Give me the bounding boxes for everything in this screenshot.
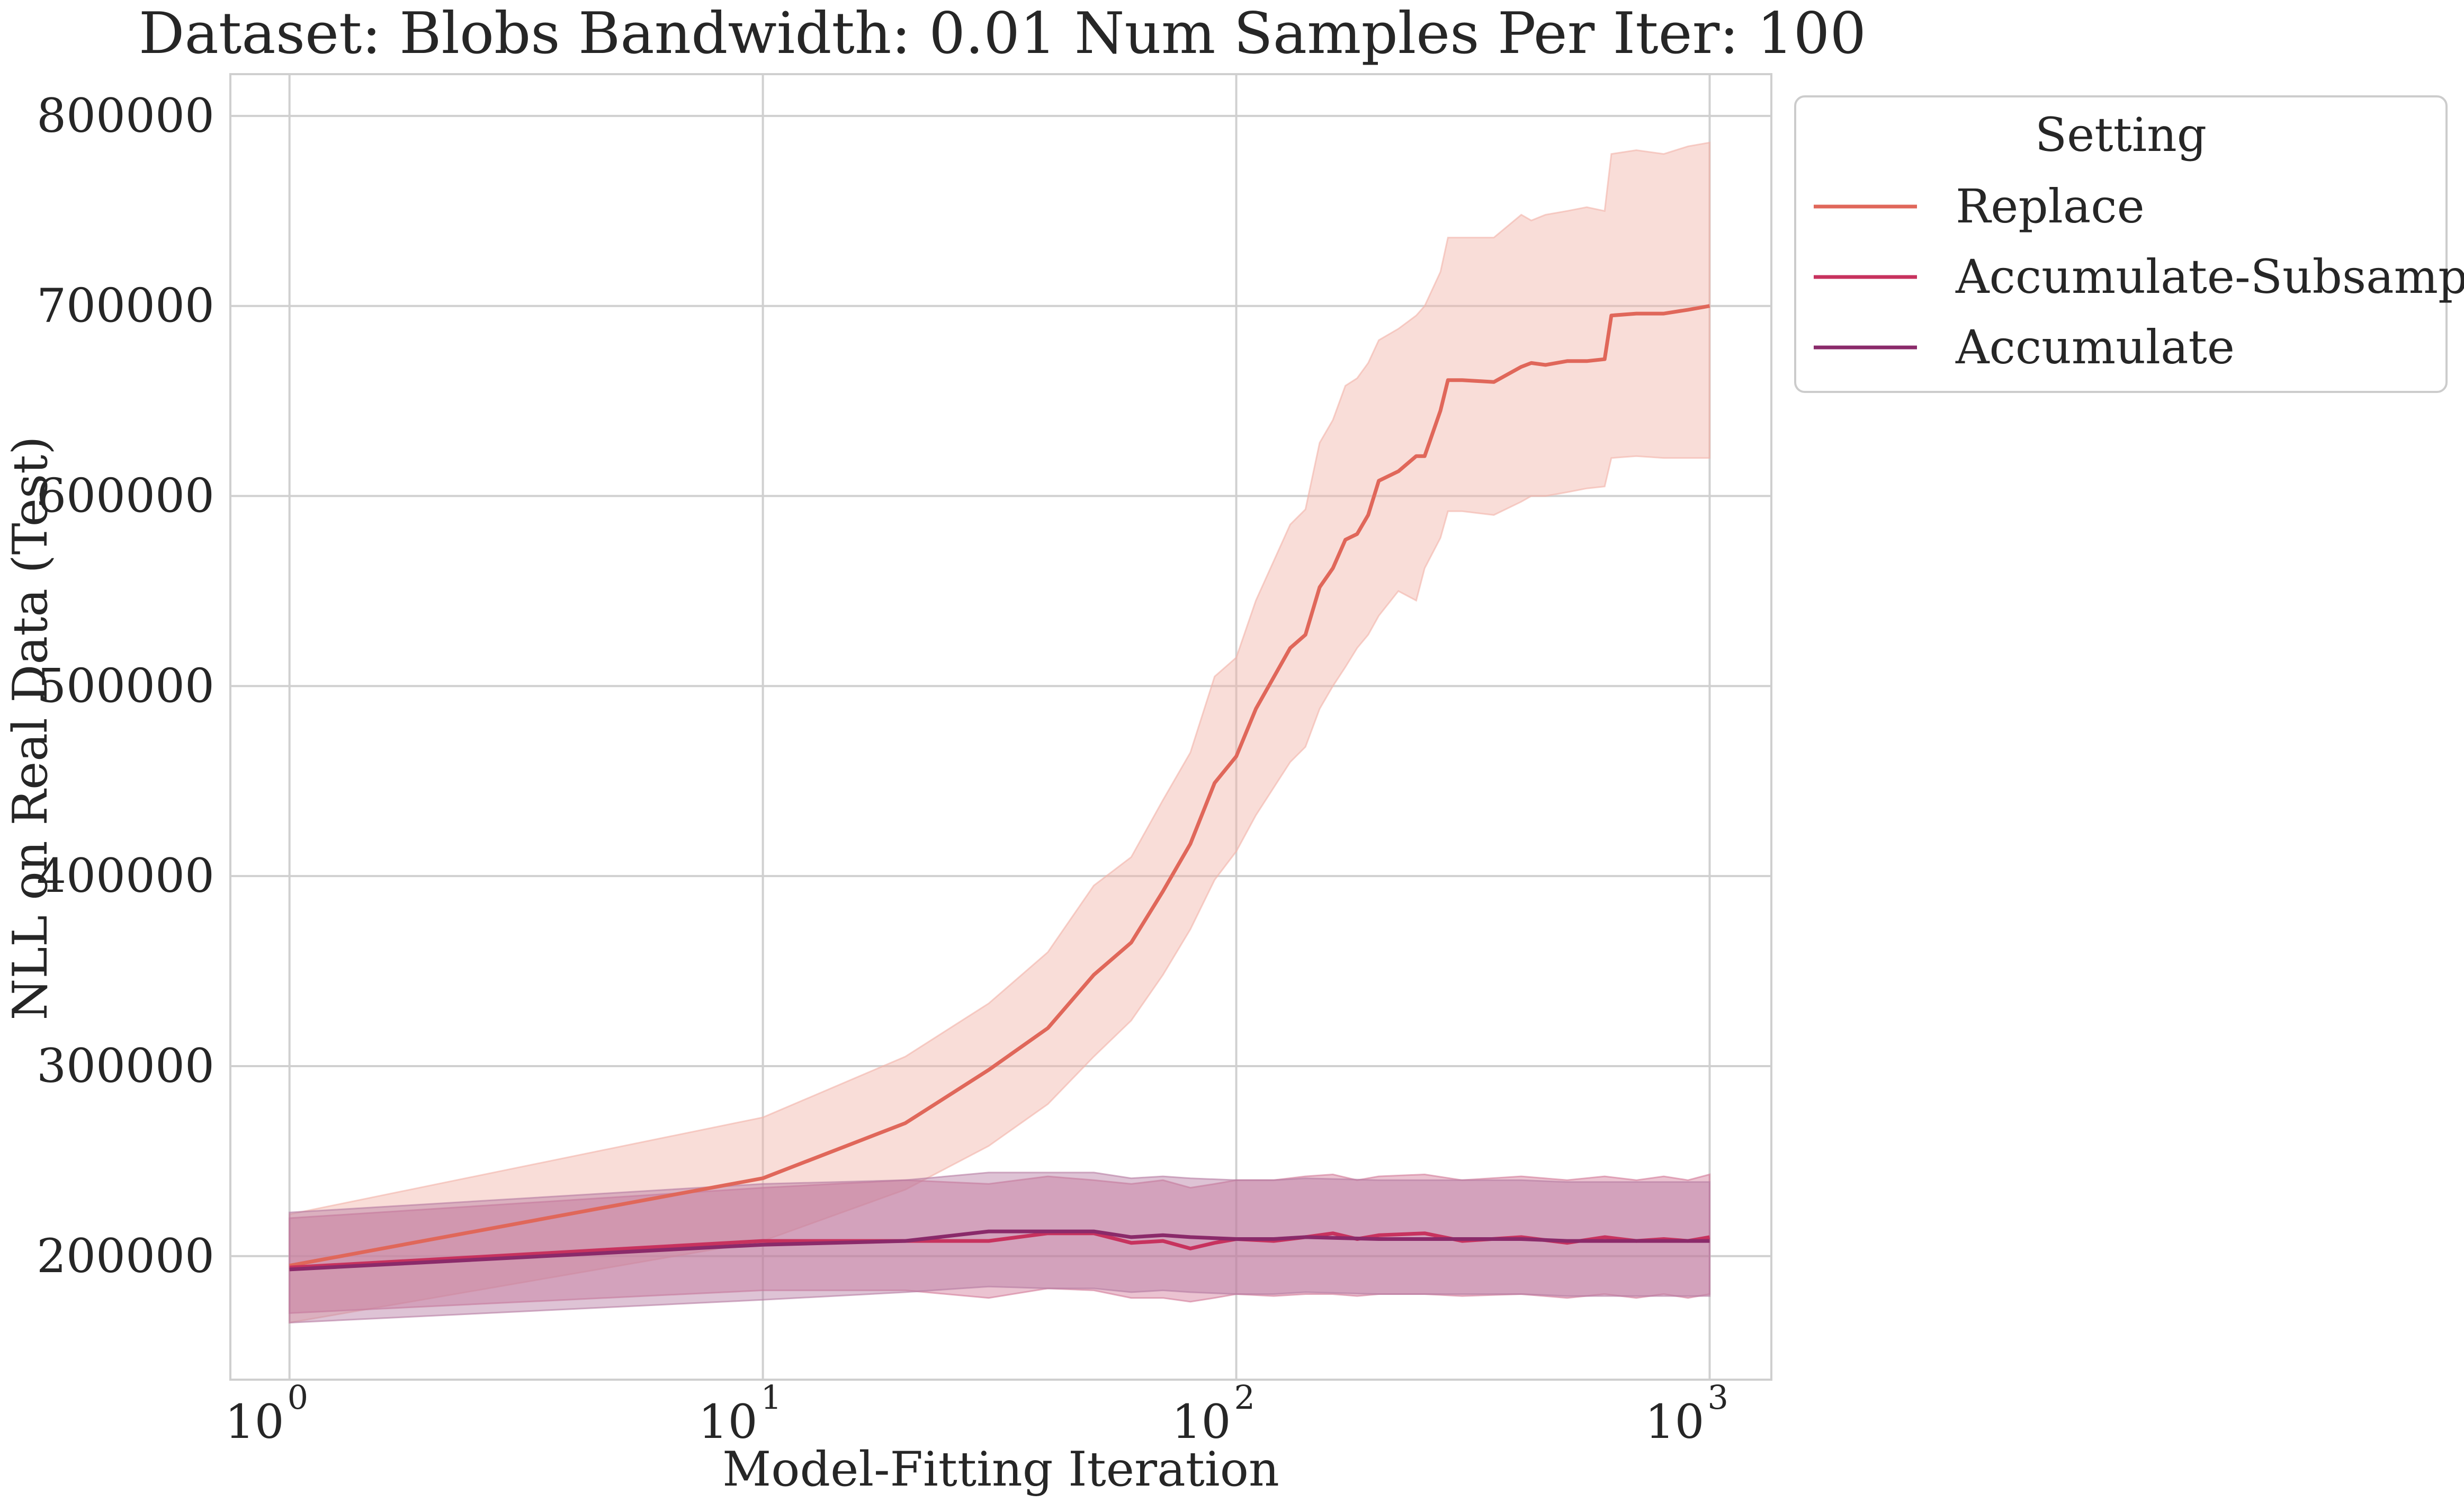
y-tick-label: 700000 xyxy=(37,279,214,333)
grid xyxy=(230,74,1771,1380)
x-tick-label: 10 0 xyxy=(225,1378,308,1449)
plot-frame xyxy=(229,73,1772,1381)
confidence-bands xyxy=(289,141,1710,1324)
x-tick-base: 10 xyxy=(225,1394,284,1449)
legend-item: Accumulate-Subsample xyxy=(1814,249,2464,304)
legend-box xyxy=(1794,95,2448,393)
legend-item: Replace xyxy=(1814,179,2145,234)
y-tick-label: 600000 xyxy=(37,469,214,523)
y-axis-label: NLL on Real Data (Test) xyxy=(3,436,58,1021)
y-tick-label: 200000 xyxy=(37,1229,214,1283)
x-axis-label: Model-Fitting Iteration xyxy=(722,1442,1279,1497)
x-tick-base: 10 xyxy=(1172,1394,1231,1449)
x-tick-base: 10 xyxy=(1645,1394,1705,1449)
x-tick-label: 10 2 xyxy=(1172,1378,1255,1449)
y-tick-label: 300000 xyxy=(37,1039,214,1093)
legend-items: Replace Accumulate-Subsample Accumulate xyxy=(1814,179,2464,374)
confidence-band-2 xyxy=(289,1172,1710,1324)
legend-title: Setting xyxy=(2035,108,2207,162)
x-tick-exponent: 0 xyxy=(288,1378,308,1417)
chart-title: Dataset: Blobs Bandwidth: 0.01 Num Sampl… xyxy=(139,1,1866,67)
legend-label: Accumulate xyxy=(1955,320,2235,374)
series-line-0 xyxy=(289,304,1710,1268)
y-tick-label: 400000 xyxy=(37,848,214,903)
legend-item: Accumulate xyxy=(1814,320,2235,374)
legend: Setting Replace Accumulate-Subsample Accum… xyxy=(1794,95,2464,393)
confidence-band-0 xyxy=(289,141,1710,1324)
x-tick-label: 10 3 xyxy=(1645,1378,1728,1449)
axis-ticks: 10 0 10 1 10 2 10 32000003000004000005000006000… xyxy=(37,88,1728,1449)
x-tick-exponent: 2 xyxy=(1234,1378,1255,1417)
y-tick-label: 800000 xyxy=(37,88,214,143)
series-lines xyxy=(289,304,1710,1272)
x-tick-base: 10 xyxy=(698,1394,758,1449)
x-tick-exponent: 3 xyxy=(1707,1378,1728,1417)
x-tick-label: 10 1 xyxy=(698,1378,782,1449)
x-tick-exponent: 1 xyxy=(761,1378,782,1417)
series-line-2 xyxy=(289,1229,1710,1272)
legend-label: Replace xyxy=(1956,179,2145,234)
legend-label: Accumulate-Subsample xyxy=(1955,249,2464,304)
y-tick-label: 500000 xyxy=(37,658,214,713)
